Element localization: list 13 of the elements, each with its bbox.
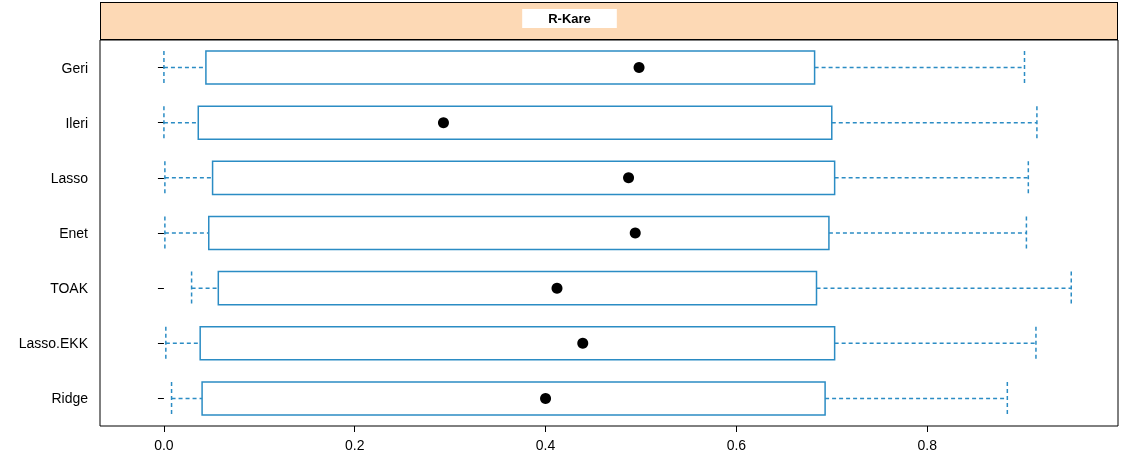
y-tick-label: Ridge xyxy=(51,390,89,407)
x-tick-label: 0.8 xyxy=(917,437,938,453)
x-tick-label: 0.4 xyxy=(535,437,556,453)
y-tick-label: Lasso.EKK xyxy=(18,335,89,352)
x-tick-label: 0.2 xyxy=(345,437,365,453)
y-tick-label: Enet xyxy=(59,225,89,241)
y-tick-label: Lasso xyxy=(50,169,89,186)
x-tick-label: 0.0 xyxy=(154,437,174,453)
y-tick-label: Geri xyxy=(61,59,88,76)
y-tick-label: Ileri xyxy=(65,114,88,131)
x-tick-label: 0.6 xyxy=(726,437,747,453)
y-tick-label: TOAK xyxy=(50,280,89,297)
chart-title: R-Kare xyxy=(548,11,591,26)
